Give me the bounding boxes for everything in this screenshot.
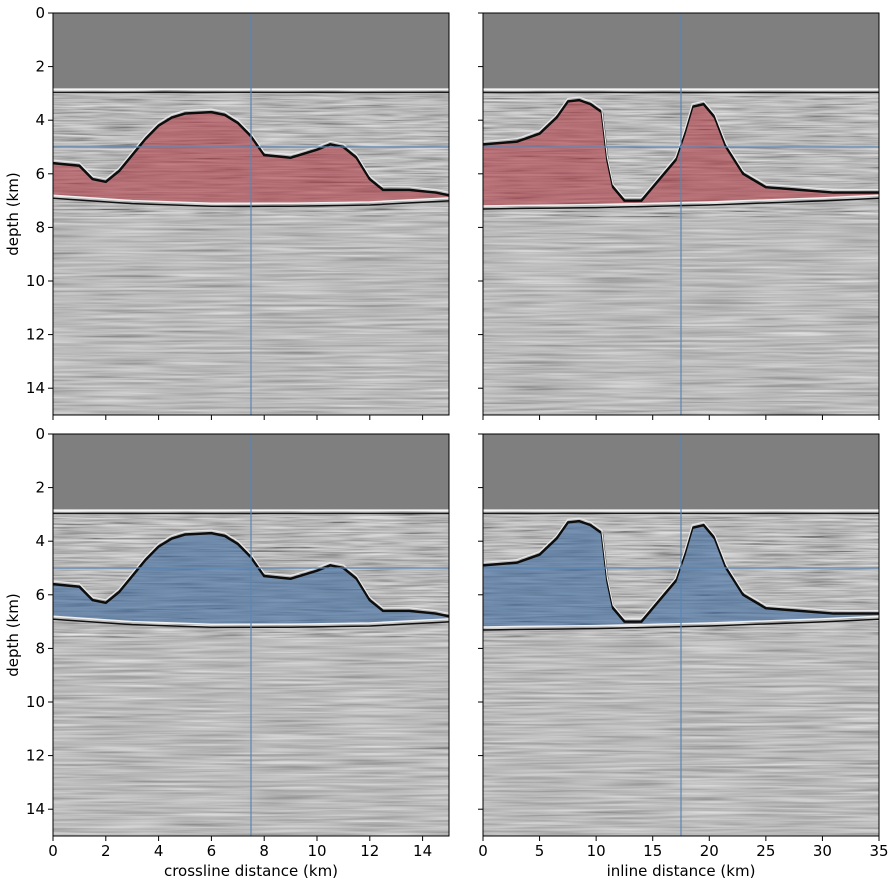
x-tick-label: 8 <box>259 842 269 860</box>
y-tick-label: 0 <box>35 425 45 443</box>
x-tick-label: 20 <box>700 842 719 860</box>
x-tick-label: 14 <box>413 842 432 860</box>
y-tick-label: 14 <box>26 800 45 818</box>
axes-frame <box>482 12 880 416</box>
y-tick-label: 8 <box>35 639 45 657</box>
axes-frame <box>52 433 450 837</box>
y-tick-label: 6 <box>35 165 45 183</box>
panel-top-right <box>478 12 880 420</box>
x-tick-label: 2 <box>101 842 111 860</box>
top-of-salt-line <box>483 98 879 202</box>
top-of-salt-line <box>483 519 879 623</box>
x-tick-label: 15 <box>643 842 662 860</box>
y-tick-label: 4 <box>35 111 45 129</box>
y-axis-label: depth (km) <box>4 172 22 255</box>
base-of-salt-line <box>483 615 879 628</box>
axes-frame <box>482 433 880 837</box>
x-tick-label: 30 <box>813 842 832 860</box>
y-tick-label: 10 <box>26 693 45 711</box>
y-tick-label: 12 <box>26 747 45 765</box>
x-tick-label: 25 <box>756 842 775 860</box>
x-axis-label: crossline distance (km) <box>164 862 338 880</box>
x-tick-label: 10 <box>307 842 326 860</box>
y-tick-label: 14 <box>26 379 45 397</box>
y-tick-label: 6 <box>35 586 45 604</box>
y-tick-label: 12 <box>26 326 45 344</box>
x-tick-label: 12 <box>360 842 379 860</box>
x-tick-label: 5 <box>535 842 545 860</box>
base-of-salt-line <box>483 194 879 207</box>
panel-bottom-right: 0 5 10 15 20 25 30 35 inline distance (km) <box>478 433 889 880</box>
y-tick-label: 2 <box>35 58 45 76</box>
x-tick-label: 10 <box>587 842 606 860</box>
x-tick-label: 6 <box>207 842 217 860</box>
x-tick-label: 0 <box>478 842 488 860</box>
y-tick-label: 2 <box>35 479 45 497</box>
panel-bottom-left: 0 2 4 6 8 10 12 14 0 2 4 6 8 10 12 14 depth (km) crosslin… <box>4 425 450 880</box>
panel-top-left: 0 2 4 6 8 10 12 14 depth (km) <box>4 4 450 420</box>
x-tick-label: 4 <box>154 842 164 860</box>
top-of-salt-line <box>53 531 449 618</box>
x-tick-label: 35 <box>869 842 888 860</box>
y-tick-label: 10 <box>26 272 45 290</box>
top-of-salt-line <box>53 110 449 197</box>
axes-frame <box>52 12 450 416</box>
y-axis-label: depth (km) <box>4 593 22 676</box>
y-tick-label: 0 <box>35 4 45 22</box>
x-axis-label: inline distance (km) <box>607 862 756 880</box>
y-tick-label: 8 <box>35 218 45 236</box>
y-tick-label: 4 <box>35 532 45 550</box>
x-tick-label: 0 <box>48 842 58 860</box>
